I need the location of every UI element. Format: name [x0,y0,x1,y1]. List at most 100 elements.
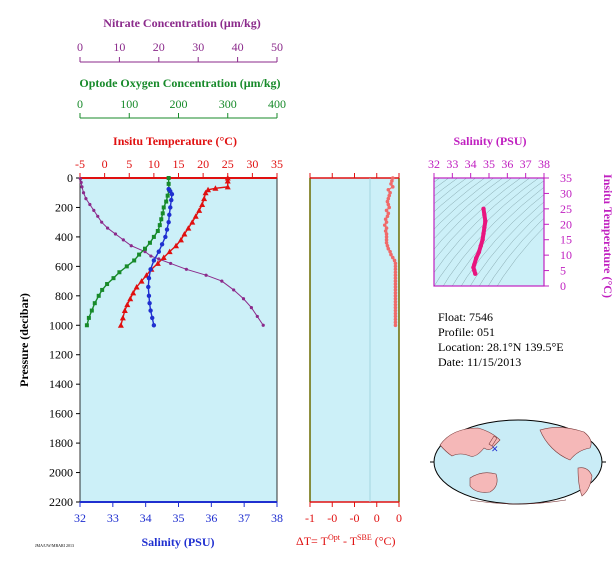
delta-t-tick-label: -1 [305,511,315,525]
pressure-tick-label: 600 [55,259,73,273]
delta-t-point [385,243,390,248]
nitrate-point [157,257,161,261]
pressure-tick-label: 1000 [49,318,73,332]
delta-t-point [393,273,398,278]
delta-t-point [393,267,398,272]
delta-t-point [384,226,389,230]
nitrate-point [249,306,253,310]
ts-salinity-tick-label: 37 [520,157,532,171]
ts-density-contour [434,178,530,273]
delta-t-point [383,229,388,233]
pressure-tick-label: 0 [67,171,73,185]
nitrate-point [255,314,259,319]
ts-temperature-tick-label: 30 [560,186,572,200]
temperature-point [177,236,184,243]
temperature-point [212,185,219,191]
nitrate-point [261,323,265,327]
salinity-point [167,212,172,218]
delta-t-point [387,205,392,210]
oxygen-tick-label: 200 [170,97,188,111]
delta-t-axis-title: ΔT= TOpt - TSBE (°C) [296,533,396,548]
nitrate-tick-label: 10 [113,40,125,54]
oxygen-tick-label: 400 [268,97,286,111]
delta-t-point [393,288,398,292]
pressure-axis-title: Pressure (decibar) [17,293,31,387]
temperature-point [224,175,231,181]
delta-t-point [393,323,398,328]
temperature-point [181,230,188,237]
delta-t-point [393,282,398,286]
nitrate-point [78,177,82,181]
oxygen-point [132,258,137,263]
ts-salinity-tick-label: 33 [446,157,458,171]
delta-t-point [393,308,398,313]
oxygen-point [96,293,101,298]
oxygen-point [147,240,152,245]
salinity-point [148,308,153,313]
salinity-point [146,275,152,281]
delta-t-point [393,294,398,298]
nitrate-point [80,185,84,189]
nitrate-point [105,226,110,230]
oxygen-point [137,252,142,257]
ts-salinity-tick-label: 34 [465,157,477,171]
nitrate-point [96,214,100,218]
temperature-point [138,278,145,284]
globe-land-australia [469,472,498,493]
oxygen-point [157,223,162,228]
pressure-tick-label: 800 [55,289,73,303]
profile-panel-background [79,177,278,503]
ts-density-contour [434,178,521,261]
salinity-bottom-axis-title: Salinity (PSU) [141,535,214,549]
nitrate-point [184,267,188,271]
delta-t-point [384,208,389,213]
nitrate-point [129,244,133,248]
delta-t-tick-label: -0 [350,511,360,525]
oxygen-point [92,301,97,306]
nitrate-point [143,250,147,254]
oxygen-point [161,205,166,210]
pressure-tick-label: 2000 [49,466,73,480]
salinity-tick-label: 37 [238,511,250,525]
delta-t-point [386,246,391,251]
temperature-tick-label: 25 [222,157,234,171]
location-label: Location: 28.1°N 139.5°E [438,340,564,354]
temperature-point [224,183,231,190]
nitrate-point [121,238,125,242]
ts-point [482,212,487,218]
temperature-tick-label: -5 [75,157,85,171]
salinity-point [150,315,155,321]
ts-point [481,206,486,212]
ts-point [478,243,483,249]
delta-t-tick-label: 0 [374,511,380,525]
delta-t-point [390,185,395,189]
salinity-tick-label: 38 [271,511,283,525]
delta-t-point [393,264,398,269]
pressure-tick-label: 200 [55,200,73,214]
temperature-point [224,177,231,184]
delta-t-point [388,190,392,195]
delta-t-point [393,305,398,310]
temperature-point [124,301,131,308]
temperature-tick-label: 10 [148,157,160,171]
ts-density-contour [442,180,544,286]
oxygen-point [166,181,171,186]
delta-t-point [384,232,389,236]
temperature-tick-label: 20 [197,157,209,171]
ts-point [473,271,478,276]
temperature-point [202,189,209,196]
delta-t-point [393,311,398,316]
globe-land-japan [488,435,498,447]
nitrate-point [113,232,118,236]
oxygen-point [124,264,129,269]
ts-salinity-axis-title: Salinity (PSU) [453,134,526,148]
pressure-tick-label: 400 [55,230,73,244]
oxygen-point [89,308,94,313]
ts-temperature-tick-label: 15 [560,233,572,247]
delta-t-point [384,238,389,242]
salinity-point [169,197,174,203]
float-id-label: Float: 7546 [438,310,494,324]
salinity-point [164,227,170,232]
globe-land-south-america [577,467,593,497]
